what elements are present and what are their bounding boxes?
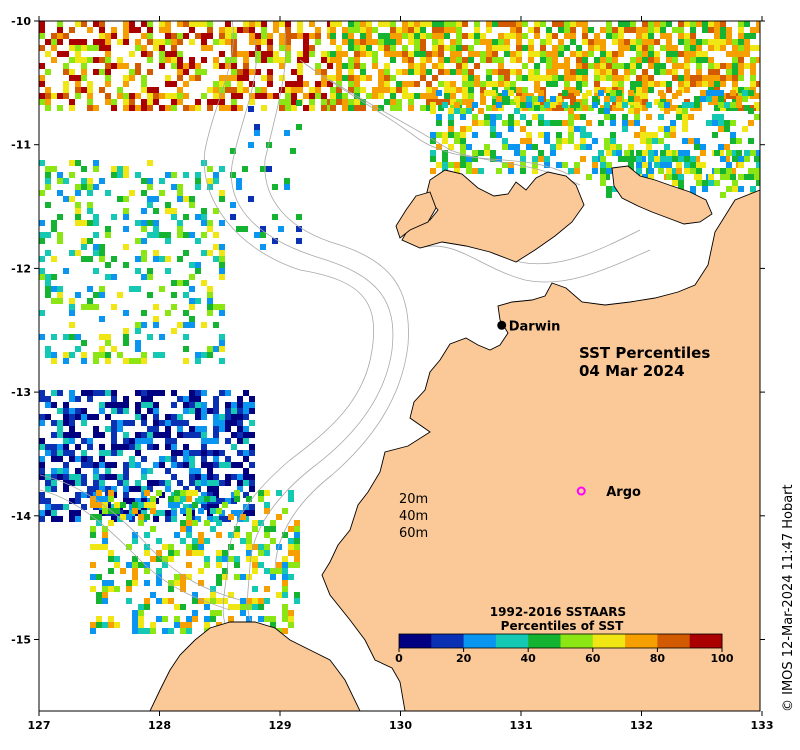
land-layer [149,165,760,711]
argo-marker [576,486,586,496]
darwin-marker [497,320,507,330]
y-tick-label: -15 [11,634,31,647]
contour-20m [203,21,375,651]
contour-west-1 [39,489,231,611]
y-tick-label: -10 [11,15,31,28]
place-label-darwin: Darwin [509,319,561,334]
contour-north-2 [329,79,581,186]
bathurst-island [395,191,437,239]
colorbar-tick-label: 80 [650,652,666,665]
colorbar-swatch [689,634,723,648]
contour-north-1 [299,59,571,176]
colorbar-swatch [431,634,465,648]
x-tick-label: 128 [148,719,171,732]
colorbar-swatches [398,633,723,649]
contour-60m [264,29,409,571]
colorbar-swatch [625,634,658,648]
y-tick-label: -13 [11,386,31,399]
y-tick-label: -12 [11,262,31,275]
colorbar-swatch [528,634,561,648]
contour-west-2 [39,474,241,601]
contour-legend: 20m 40m 60m [399,492,428,541]
cobourg-peninsula [611,165,713,225]
colorbar-swatch [560,634,594,648]
x-tick-label: 130 [389,719,412,732]
map-title-line2: 04 Mar 2024 [579,362,685,380]
colorbar-swatch [657,634,691,648]
colorbar-swatch [592,634,626,648]
colorbar-tick-label: 0 [395,652,403,665]
contour-legend-40m: 40m [399,509,428,524]
sst-pixel-layer [39,21,760,634]
colorbar-ticks: 0 20 40 60 80 100 [395,648,734,665]
plot-frame [38,20,761,712]
colorbar-swatch [399,634,432,648]
place-label-argo: Argo [606,485,641,500]
bathymetry-contours [39,21,651,651]
contour-legend-60m: 60m [399,526,428,541]
colorbar-title-line2: Percentiles of SST [501,619,624,633]
credit-text: © IMOS 12-Mar-2024 11:47 Hobart [781,484,796,712]
colorbar-tick-label: 40 [521,652,537,665]
colorbar-title-line1: 1992-2016 SSTAARS [490,605,626,619]
colorbar: 1992-2016 SSTAARS Percentiles of SST 0 20… [395,605,734,665]
colorbar-tick-label: 20 [456,652,472,665]
y-tick-label: -11 [11,139,31,152]
map-title-line1: SST Percentiles [579,344,710,362]
colorbar-tick-label: 60 [585,652,601,665]
x-tick-label: 127 [28,719,51,732]
colorbar-swatch [495,634,529,648]
colorbar-swatch [463,634,497,648]
x-tick-label: 132 [630,719,653,732]
x-tick-label: 129 [269,719,292,732]
mainland [321,189,760,711]
contour-legend-20m: 20m [399,492,428,507]
x-tick-label: 133 [751,719,774,732]
x-tick-label: 131 [510,719,533,732]
y-tick-label: -14 [11,510,31,523]
contour-40m [230,39,394,641]
axis-ticks: 127 128 129 130 131 132 133 -10 -11 -12 -13 -14 -15 [11,15,773,732]
colorbar-tick-label: 100 [711,652,734,665]
contour-gulf-2 [419,245,651,283]
place-markers: Darwin Argo [497,319,641,500]
south-west-land [149,621,361,711]
